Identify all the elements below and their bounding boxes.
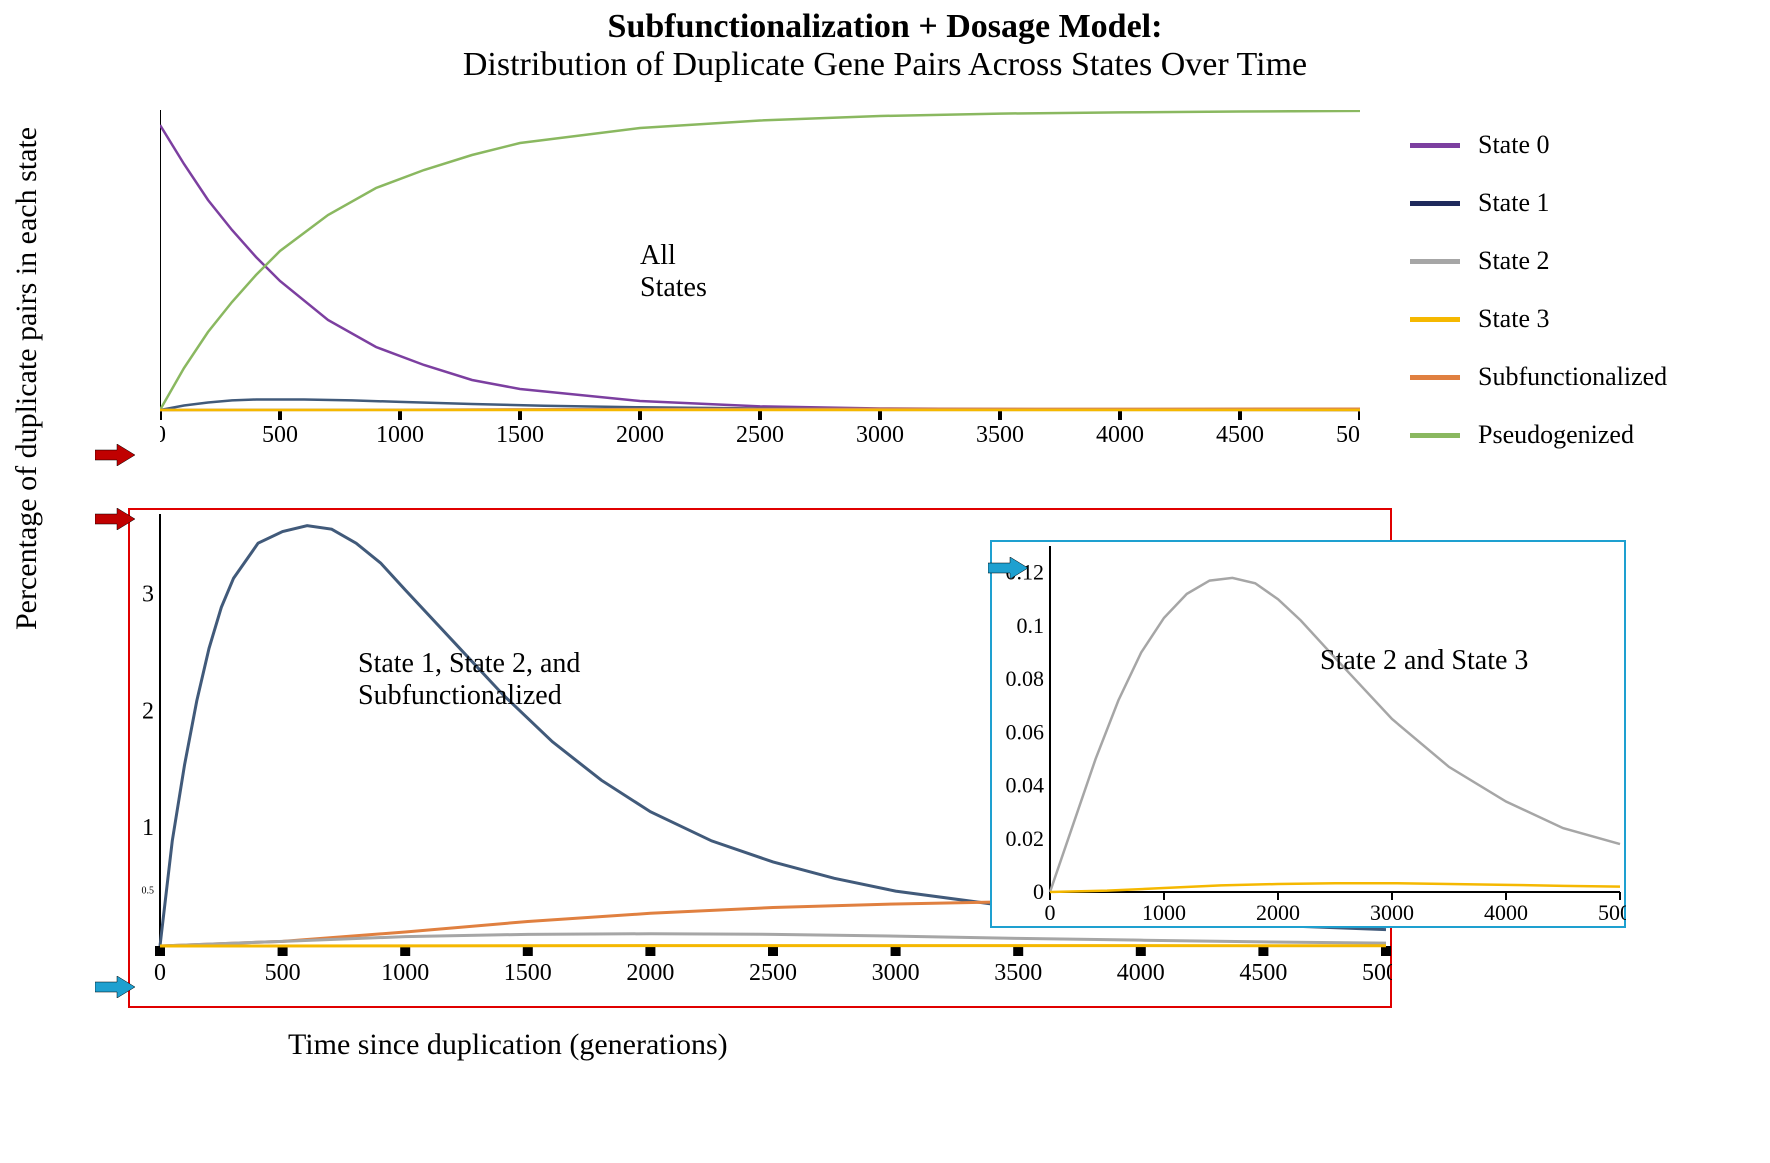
svg-text:3000: 3000 <box>872 960 920 986</box>
svg-text:3: 3 <box>142 582 154 608</box>
legend-item: Pseudogenized <box>1410 420 1667 450</box>
annotation-inset: State 2 and State 3 <box>1320 645 1528 677</box>
svg-text:500: 500 <box>262 422 298 448</box>
svg-text:0: 0 <box>1033 879 1044 904</box>
svg-text:0.06: 0.06 <box>1006 719 1045 744</box>
legend-label: State 3 <box>1478 304 1550 334</box>
panel-top: 0 500 1000 1500 2000 2500 3000 3500 4000 4500 5000… <box>160 110 1360 460</box>
legend-swatch <box>1410 433 1460 438</box>
svg-text:2000: 2000 <box>1256 900 1300 925</box>
legend-swatch <box>1410 317 1460 322</box>
arrow-red-icon <box>95 508 135 530</box>
svg-text:3000: 3000 <box>856 422 904 448</box>
annotation-all-states: AllStates <box>640 240 707 304</box>
x-axis-label: Time since duplication (generations) <box>288 1028 728 1062</box>
legend-swatch <box>1410 259 1460 264</box>
legend: State 0 State 1 State 2 State 3 Subfunctiona… <box>1410 130 1667 478</box>
svg-text:1: 1 <box>142 815 154 841</box>
svg-text:0.08: 0.08 <box>1006 666 1045 691</box>
arrow-blue-icon <box>95 976 135 998</box>
svg-text:0.04: 0.04 <box>1006 773 1045 798</box>
legend-item: State 3 <box>1410 304 1667 334</box>
legend-label: State 1 <box>1478 188 1550 218</box>
legend-label: State 0 <box>1478 130 1550 160</box>
svg-text:1500: 1500 <box>504 960 552 986</box>
svg-text:2500: 2500 <box>749 960 797 986</box>
svg-text:0: 0 <box>160 422 166 448</box>
legend-item: State 1 <box>1410 188 1667 218</box>
svg-text:2500: 2500 <box>736 422 784 448</box>
svg-text:2000: 2000 <box>626 960 674 986</box>
svg-text:5000: 5000 <box>1336 422 1360 448</box>
legend-label: Subfunctionalized <box>1478 362 1667 392</box>
svg-text:2000: 2000 <box>616 422 664 448</box>
svg-text:1000: 1000 <box>1142 900 1186 925</box>
svg-text:0: 0 <box>154 960 166 986</box>
legend-item: State 2 <box>1410 246 1667 276</box>
svg-text:4500: 4500 <box>1216 422 1264 448</box>
panel-inset: 0 1000 2000 3000 4000 5000 0 0.02 0.04 0.06 0.08 0.… <box>990 540 1626 928</box>
chart-title-block: Subfunctionalization + Dosage Model: Dis… <box>0 0 1770 84</box>
arrow-red-icon <box>95 444 135 466</box>
legend-item: Subfunctionalized <box>1410 362 1667 392</box>
svg-text:2: 2 <box>142 698 154 724</box>
svg-text:0.5: 0.5 <box>142 886 155 897</box>
svg-text:4000: 4000 <box>1096 422 1144 448</box>
svg-text:3500: 3500 <box>976 422 1024 448</box>
annotation-mid: State 1, State 2, andSubfunctionalized <box>358 648 580 712</box>
legend-label: State 2 <box>1478 246 1550 276</box>
legend-label: Pseudogenized <box>1478 420 1634 450</box>
figure-area: Percentage of duplicate pairs in each st… <box>0 90 1770 1163</box>
svg-text:0: 0 <box>1045 900 1056 925</box>
arrow-blue-icon <box>988 557 1028 579</box>
svg-text:3000: 3000 <box>1370 900 1414 925</box>
svg-text:1500: 1500 <box>496 422 544 448</box>
svg-text:5000: 5000 <box>1362 960 1392 986</box>
svg-text:4500: 4500 <box>1239 960 1287 986</box>
svg-text:4000: 4000 <box>1117 960 1165 986</box>
title-sub: Distribution of Duplicate Gene Pairs Acr… <box>0 46 1770 84</box>
y-axis-label: Percentage of duplicate pairs in each st… <box>10 127 44 630</box>
legend-swatch <box>1410 201 1460 206</box>
legend-swatch <box>1410 143 1460 148</box>
svg-text:5000: 5000 <box>1598 900 1626 925</box>
title-main: Subfunctionalization + Dosage Model: <box>0 8 1770 46</box>
svg-text:1000: 1000 <box>376 422 424 448</box>
svg-text:0.02: 0.02 <box>1006 826 1045 851</box>
svg-text:4000: 4000 <box>1484 900 1528 925</box>
svg-text:500: 500 <box>265 960 301 986</box>
svg-text:0.1: 0.1 <box>1017 613 1045 638</box>
legend-swatch <box>1410 375 1460 380</box>
svg-text:3500: 3500 <box>994 960 1042 986</box>
legend-item: State 0 <box>1410 130 1667 160</box>
svg-text:1000: 1000 <box>381 960 429 986</box>
